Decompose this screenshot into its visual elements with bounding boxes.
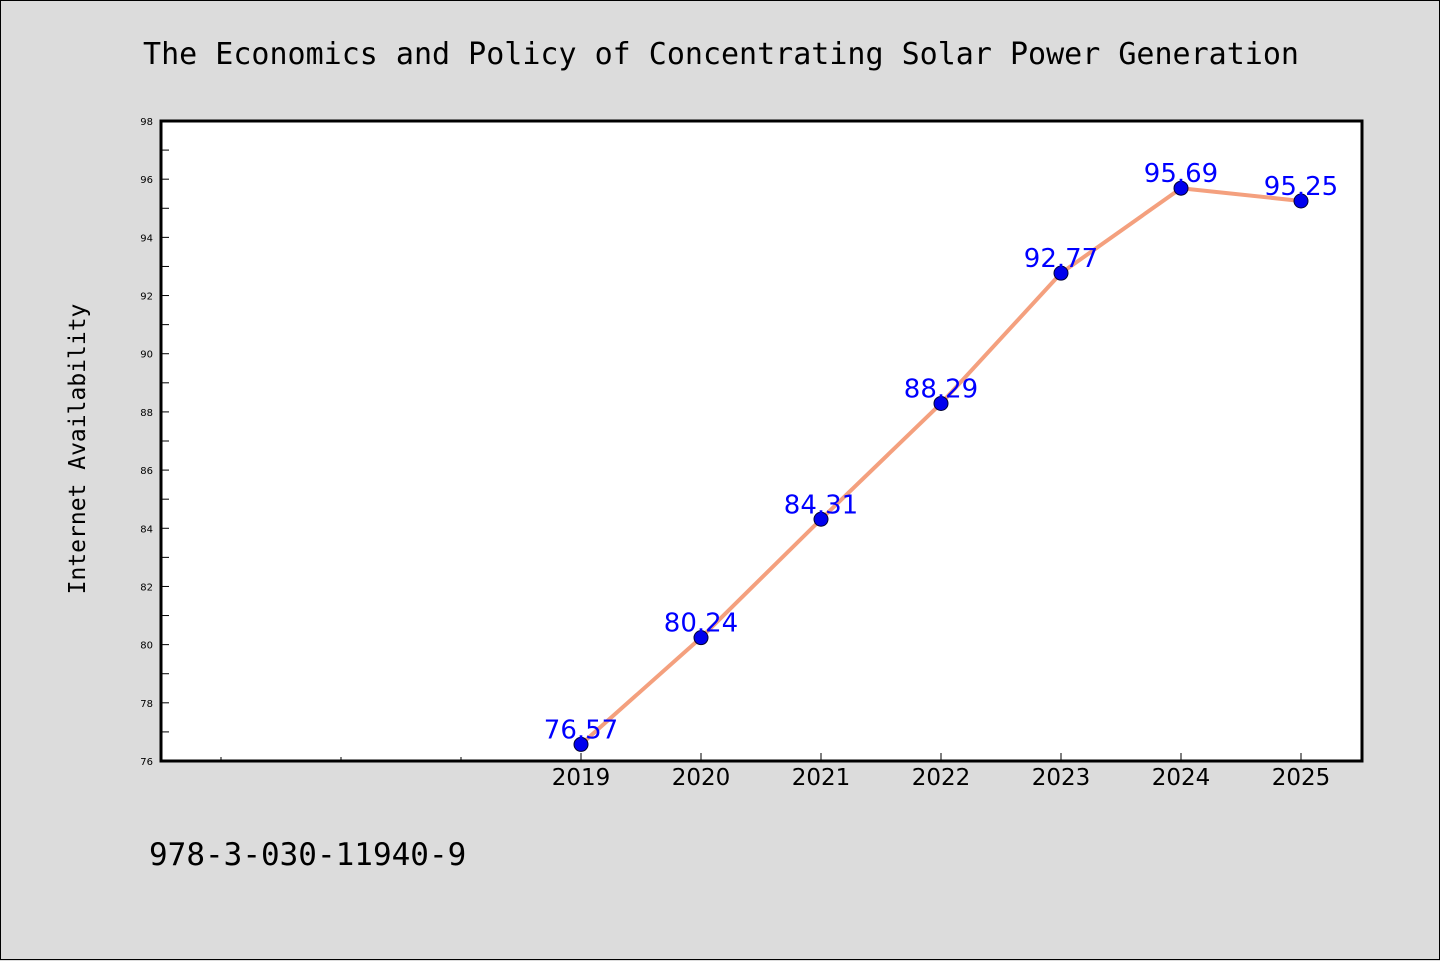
data-label: 88.29 xyxy=(904,374,978,404)
data-label: 80.24 xyxy=(664,609,738,639)
data-label: 95.25 xyxy=(1264,172,1338,202)
x-tick-label: 2020 xyxy=(672,765,731,791)
data-point xyxy=(1053,265,1069,281)
data-point xyxy=(813,511,829,527)
y-tick-label: 82 xyxy=(140,582,153,593)
data-label: 76.57 xyxy=(544,715,618,745)
y-tick-label: 86 xyxy=(140,466,153,477)
data-label: 92.77 xyxy=(1024,244,1098,274)
y-tick-label: 84 xyxy=(140,524,153,535)
x-tick-label: 2019 xyxy=(552,765,611,791)
y-tick-label: 94 xyxy=(140,233,153,244)
y-tick-label: 92 xyxy=(140,292,153,303)
isbn-footer: 978-3-030-11940-9 xyxy=(149,837,466,873)
y-tick-label: 98 xyxy=(140,117,153,128)
chart-title: The Economics and Policy of Concentratin… xyxy=(143,37,1299,72)
data-labels: 76.57 80.24 84.31 88.29 92.77 95.69 95.25 xyxy=(544,159,1338,745)
data-point xyxy=(1173,180,1189,196)
y-tick-label: 80 xyxy=(140,641,153,652)
data-point xyxy=(933,395,949,411)
y-tick-label: 96 xyxy=(140,175,153,186)
data-label: 95.69 xyxy=(1144,159,1218,189)
y-tick-label: 76 xyxy=(140,757,153,768)
data-point xyxy=(573,736,589,752)
y-tick-label: 90 xyxy=(140,350,153,361)
x-axis-ticks: 2019 2020 2021 2022 2023 2024 2025 xyxy=(220,753,1331,791)
data-label: 84.31 xyxy=(784,490,858,520)
data-point xyxy=(693,630,709,646)
y-tick-label: 78 xyxy=(140,699,153,710)
x-tick-label: 2025 xyxy=(1272,765,1331,791)
plot-area xyxy=(159,119,1364,763)
y-tick-label: 88 xyxy=(140,408,153,419)
x-tick-label: 2022 xyxy=(912,765,971,791)
data-point xyxy=(1293,193,1309,209)
x-tick-label: 2023 xyxy=(1032,765,1091,791)
x-tick-label: 2021 xyxy=(792,765,851,791)
series-internet-availability xyxy=(573,180,1309,752)
y-axis-label: Internet Availability xyxy=(65,304,91,595)
x-tick-label: 2024 xyxy=(1152,765,1211,791)
y-axis-ticks: 76 78 80 82 84 86 88 90 92 94 96 98 xyxy=(140,117,169,768)
